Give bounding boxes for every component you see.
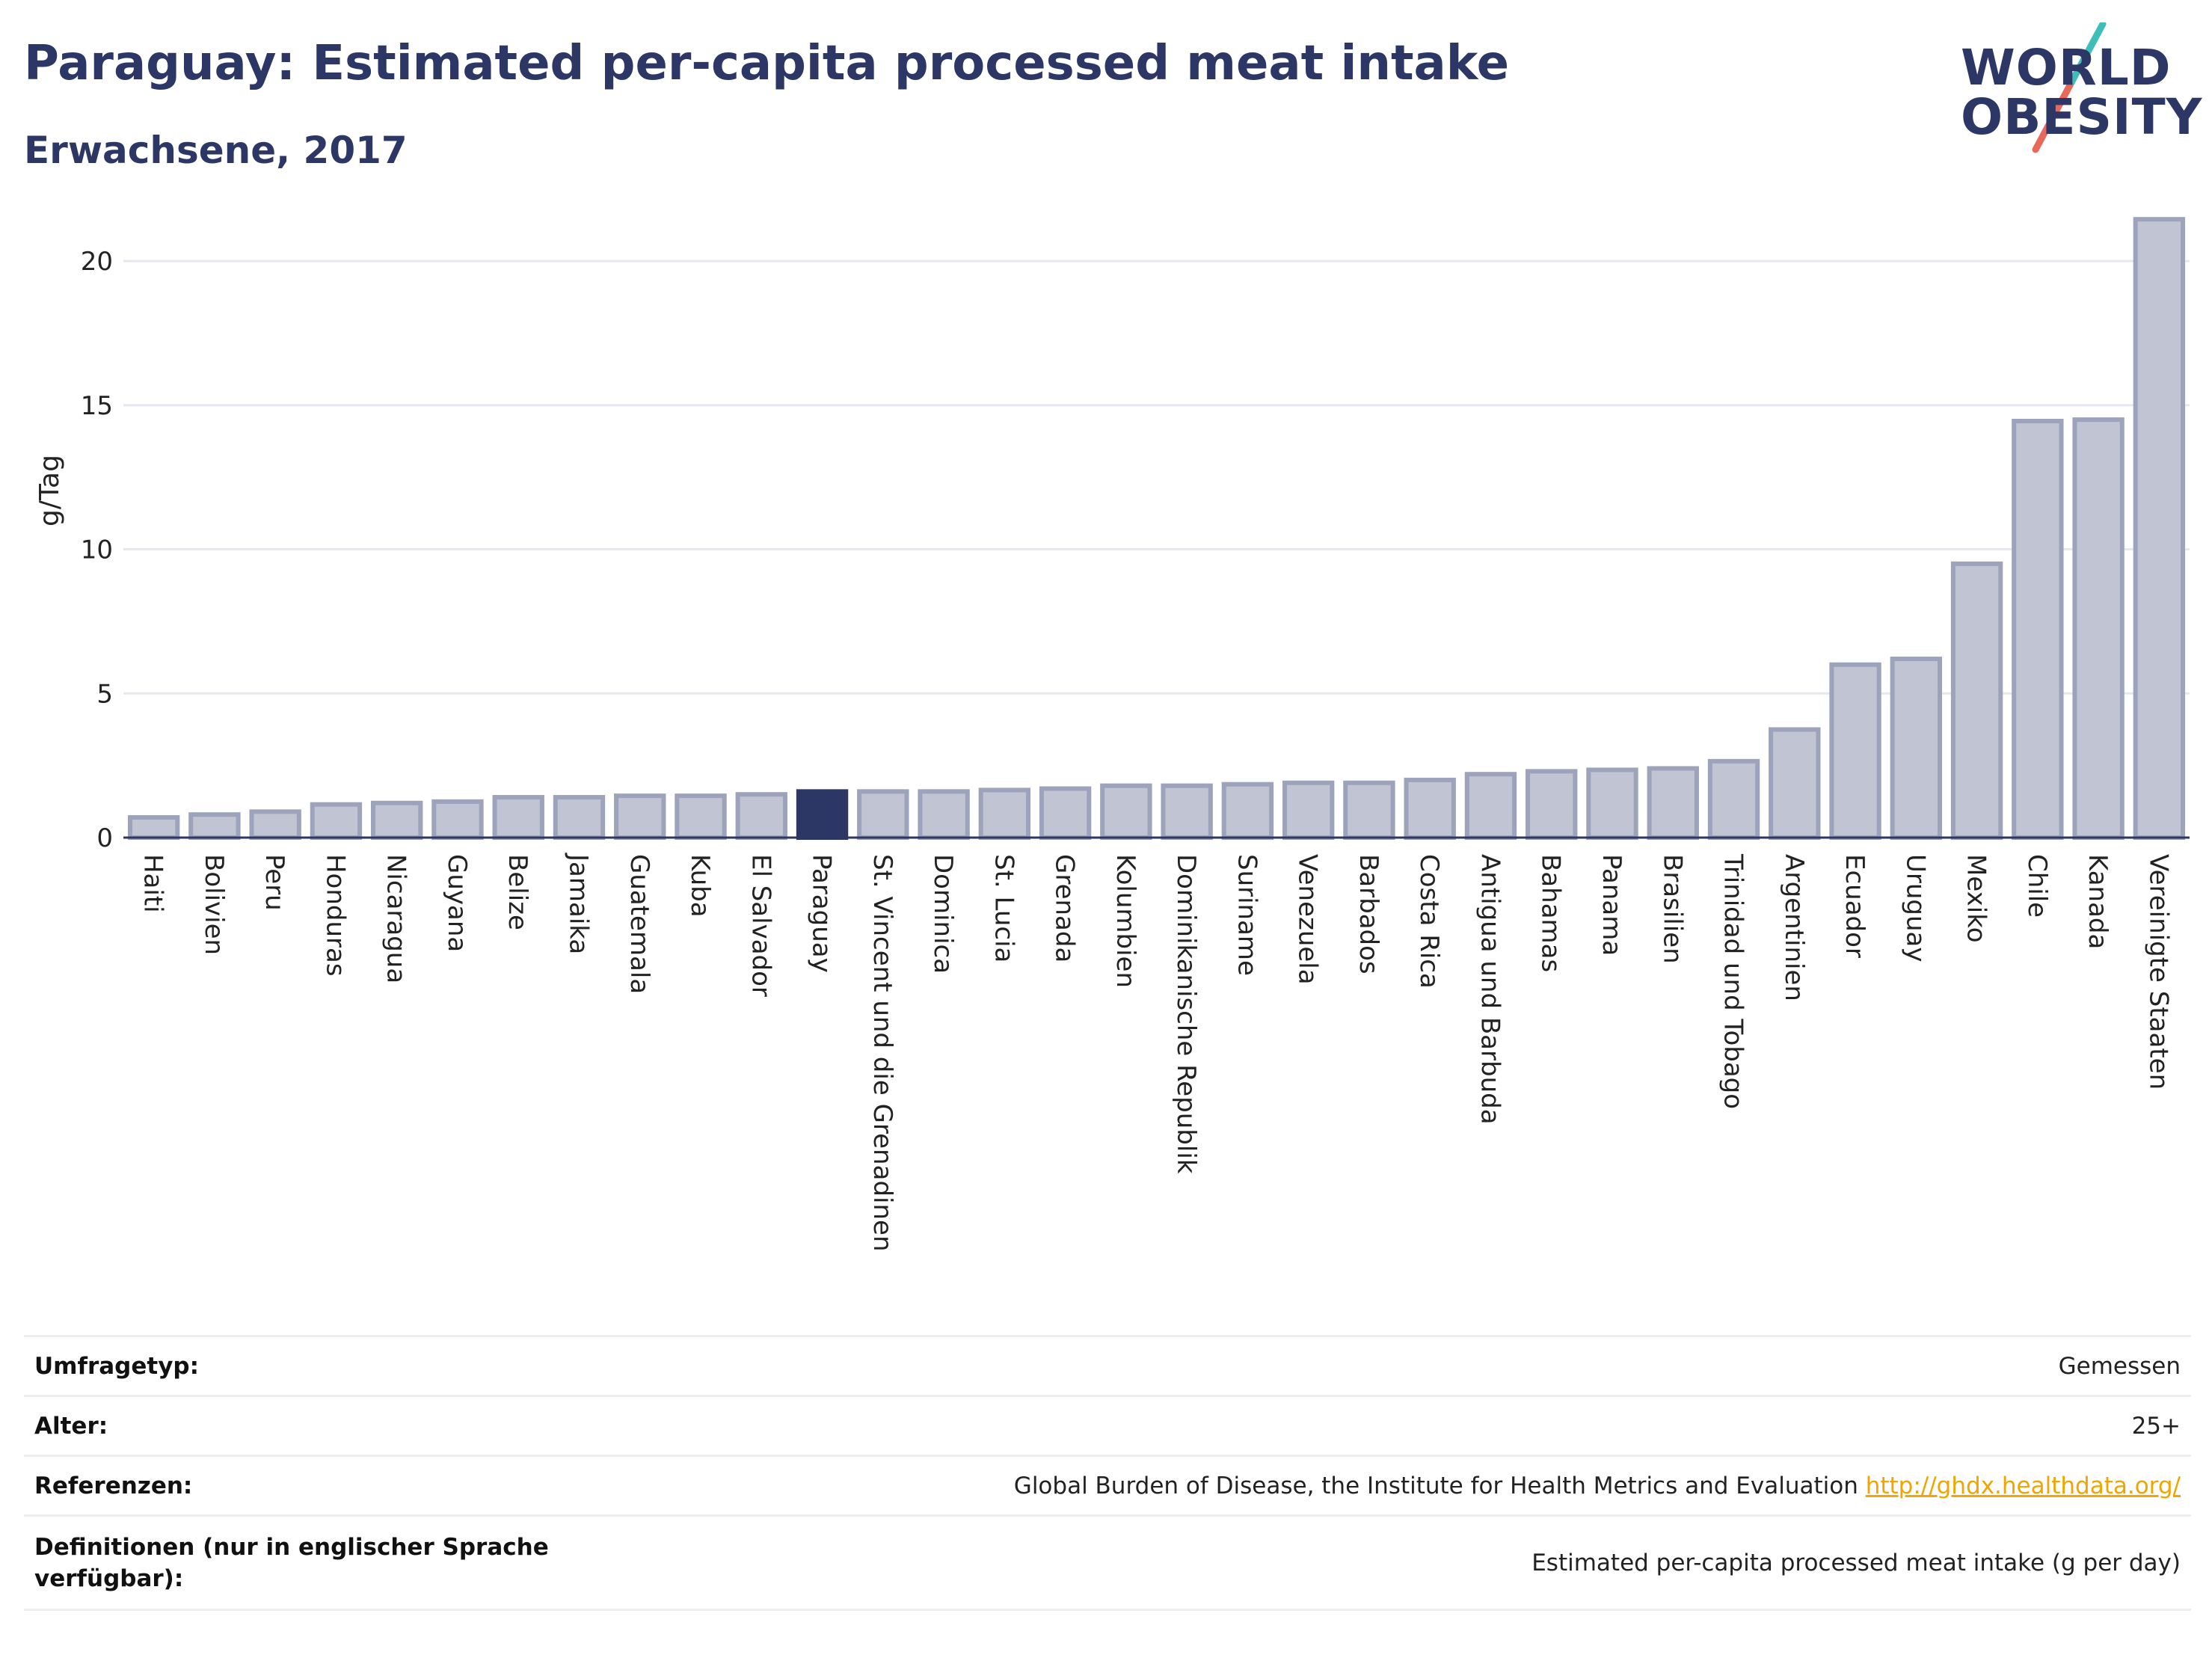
chart-title: Paraguay: Estimated per-capita processed… [24,36,1509,91]
bar [188,812,241,841]
x-tick-label: Vereinigte Staaten [2143,854,2173,1090]
bar [1707,758,1760,841]
y-tick-label: 10 [81,535,113,565]
y-tick-label: 0 [96,823,113,853]
bar [2133,217,2186,840]
x-tick-label: Guatemala [624,854,654,994]
x-tick-label: St. Lucia [989,854,1019,962]
bar [918,789,970,840]
x-tick-label: Bolivien [199,854,229,955]
logo-text-world: WORLD [1961,39,2172,96]
bar [1282,780,1335,841]
bar [431,799,484,841]
bar [1343,780,1395,841]
x-tick-label: Antigua und Barbuda [1475,854,1505,1125]
x-tick-label: Nicaragua [381,854,411,983]
x-tick-label: Bahamas [1536,854,1566,972]
x-tick-label: Mexiko [1961,854,1991,943]
x-tick-label: Belize [503,854,532,930]
bar [1586,767,1638,841]
bar [1404,777,1456,840]
x-tick-label: Venezuela [1293,854,1323,985]
bar [1526,769,1578,841]
bar [978,787,1031,841]
x-tick-label: Kuba [685,854,715,918]
metadata-label: Umfragetyp: [34,1352,199,1380]
x-tick-label: Ecuador [1840,854,1870,958]
bar [1647,766,1699,841]
x-tick-label: Barbados [1354,854,1383,974]
bar [492,795,544,841]
metadata-table: Umfragetyp: Gemessen Alter: 25+ Referenz… [24,1335,2191,1611]
x-tick-label: Kolumbien [1110,854,1140,988]
reference-link[interactable]: http://ghdx.healthdata.org/ [1865,1472,2181,1499]
x-tick-label: Haiti [138,854,168,913]
bar [1221,782,1274,841]
x-tick-label: Costa Rica [1414,854,1444,989]
metadata-value: Estimated per-capita processed meat inta… [1531,1549,2181,1576]
chart-subtitle: Erwachsene, 2017 [24,129,408,172]
x-tick-label: Trinidad und Tobago [1718,853,1748,1109]
world-obesity-logo: WORLD OBESITY [1944,22,2203,157]
y-tick-label: 5 [96,679,113,709]
bar [857,789,909,840]
logo-text-obesity: OBESITY [1961,88,2203,146]
bar [675,793,727,841]
x-tick-label: St. Vincent und die Grenadinen [867,854,897,1252]
bar [1464,772,1517,840]
bar [310,802,363,841]
x-tick-label: Honduras [320,854,350,977]
x-tick-label: Uruguay [1900,854,1930,962]
bar [1950,561,2003,840]
x-tick-label: Chile [2022,854,2052,918]
bar [1890,657,1943,840]
x-tick-label: El Salvador [746,854,775,997]
metadata-value: Global Burden of Disease, the Institute … [1014,1473,2181,1499]
y-tick-label: 20 [81,247,113,277]
metadata-value: 25+ [2131,1412,2181,1440]
y-tick-label: 15 [81,391,113,421]
x-tick-label: Peru [259,854,289,911]
bar [127,815,180,841]
x-tick-label: Grenada [1050,854,1080,962]
bar [1161,783,1213,840]
x-tick-label: Brasilien [1657,854,1687,964]
reference-text: Global Burden of Disease, the Institute … [1013,1472,1858,1499]
bar [1100,783,1152,840]
logo-slash-red [2032,82,2074,153]
logo-slash-teal [2066,22,2107,89]
x-tick-label: Kanada [2083,854,2113,949]
x-tick-label: Jamaika [563,853,593,954]
x-tick-label: Dominica [928,854,958,974]
metadata-row-age: Alter: 25+ [24,1397,2191,1457]
bar [1769,727,1821,840]
x-tick-label: Panama [1597,854,1626,956]
x-tick-label: Argentinien [1779,854,1809,1001]
metadata-label: Definitionen (nur in englischer Sprache … [34,1533,549,1592]
bar [553,795,606,841]
bar [735,792,787,840]
metadata-row-references: Referenzen: Global Burden of Disease, th… [24,1457,2191,1517]
metadata-row-definitions: Definitionen (nur in englischer Sprache … [24,1517,2191,1611]
bar [370,800,423,841]
bar [1039,786,1092,841]
bar [1829,662,1881,841]
metadata-label: Alter: [34,1412,108,1440]
bar [2072,417,2125,840]
bar-highlighted [796,789,849,840]
metadata-row-survey-type: Umfragetyp: Gemessen [24,1337,2191,1397]
x-tick-label: Guyana [442,854,472,952]
x-tick-label: Dominikanische Republik [1171,854,1201,1174]
x-tick-label: Paraguay [807,854,837,973]
metadata-label: Referenzen: [34,1472,193,1499]
bar [2012,419,2064,840]
bar [614,793,666,841]
metadata-value: Gemessen [2058,1352,2181,1380]
bar [249,809,301,840]
y-axis-label: g/Tag [34,455,65,526]
logo-slash-icon [2032,22,2107,153]
x-tick-label: Suriname [1232,854,1262,976]
bar-chart: 0 5 10 15 20 g/Tag Haiti Bolivien Peru Honduras Ni… [34,217,2190,1252]
